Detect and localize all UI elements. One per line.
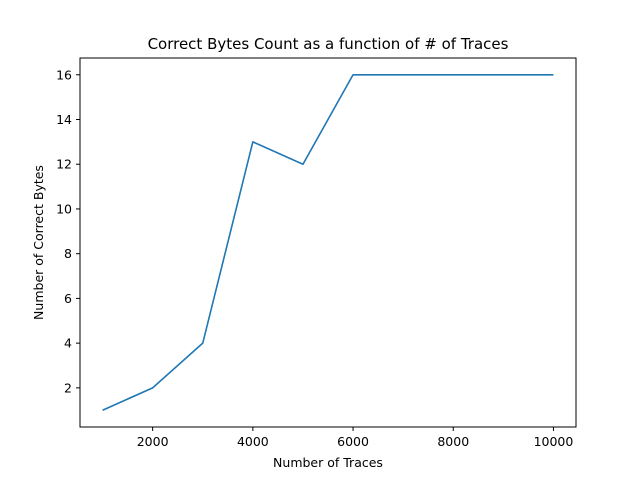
y-axis-ticks: 2 4 6 8 10 12 14 16 xyxy=(56,67,80,395)
y-tick-label: 14 xyxy=(56,112,72,127)
x-tick-label: 8000 xyxy=(437,434,469,449)
plot-area: 2000 4000 6000 8000 10000 2 4 6 8 10 12 14 16 xyxy=(56,57,577,449)
y-tick-label: 16 xyxy=(56,67,72,82)
series-layer xyxy=(102,73,554,411)
x-tick-label: 10000 xyxy=(534,434,574,449)
y-tick-label: 2 xyxy=(64,380,72,395)
x-tick-label: 4000 xyxy=(237,434,269,449)
axes-frame xyxy=(79,57,577,428)
x-tick-label: 2000 xyxy=(137,434,169,449)
series-line xyxy=(102,73,554,411)
y-tick-label: 12 xyxy=(56,157,72,172)
y-tick-label: 8 xyxy=(64,246,72,261)
chart-title: Correct Bytes Count as a function of # o… xyxy=(148,35,509,53)
y-tick-label: 10 xyxy=(56,201,72,216)
x-tick-label: 6000 xyxy=(337,434,369,449)
y-tick-label: 6 xyxy=(64,291,72,306)
y-tick-label: 4 xyxy=(64,336,72,351)
x-axis-ticks: 2000 4000 6000 8000 10000 xyxy=(137,427,574,449)
x-axis-label: Number of Traces xyxy=(273,455,383,470)
y-axis-label: Number of Correct Bytes xyxy=(31,165,46,320)
